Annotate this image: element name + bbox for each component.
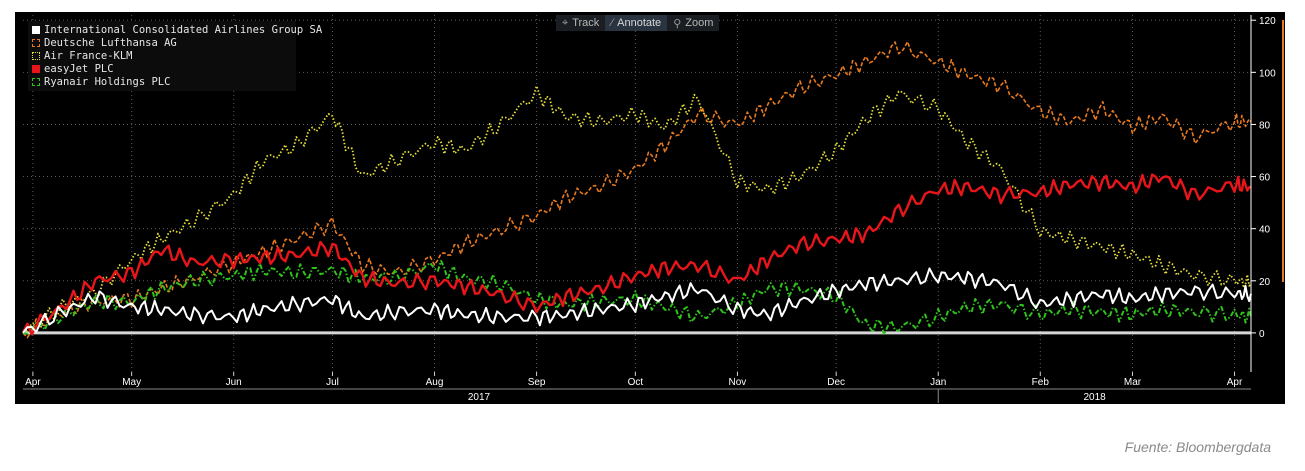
y-tick-label: 20 xyxy=(1259,277,1271,288)
zoom-button[interactable]: ⚲ Zoom xyxy=(667,15,720,31)
y-tick-label: 0 xyxy=(1259,329,1265,340)
pencil-icon: ∕ xyxy=(611,17,614,29)
track-label: Track xyxy=(572,17,600,29)
x-tick-label: Nov xyxy=(729,377,747,388)
legend-swatch xyxy=(32,25,40,34)
crosshair-icon: ⌖ xyxy=(562,16,569,29)
y-tick-label: 100 xyxy=(1259,68,1276,79)
y-tick-label: 120 xyxy=(1259,16,1276,27)
chart-toolbar: ⌖ Track ∕ Annotate ⚲ Zoom xyxy=(556,15,720,31)
legend-swatch xyxy=(32,64,40,73)
x-tick-label: Jul xyxy=(326,377,339,388)
x-tick-label: Oct xyxy=(628,377,644,388)
legend-swatch xyxy=(32,51,40,60)
x-tick-label: Apr xyxy=(1227,377,1243,388)
annotate-label: Annotate xyxy=(617,17,662,29)
legend-label: easyJet PLC xyxy=(44,62,114,75)
legend-label: Air France-KLM xyxy=(44,49,133,62)
line-chart: 0 20 40 60 80 100 120 Apr May Jun Jul Aug Sep Oct Nov D… xyxy=(21,15,1284,403)
series-line-1 xyxy=(22,267,1252,334)
x-tick-label: Jan xyxy=(930,377,946,388)
legend-label: Deutsche Lufthansa AG xyxy=(44,36,177,49)
series-line-3 xyxy=(22,85,1252,334)
chart-panel: 0 20 40 60 80 100 120 Apr May Jun Jul Aug Sep Oct Nov D… xyxy=(15,12,1285,404)
legend-item[interactable]: easyJet PLC xyxy=(32,62,292,75)
x-tick-label: Jun xyxy=(226,377,242,388)
legend-label: International Consolidated Airlines Grou… xyxy=(44,23,323,36)
x-tick-label: May xyxy=(122,377,141,388)
year-label: 2018 xyxy=(1083,392,1106,403)
y-tick-label: 40 xyxy=(1259,225,1271,236)
legend-item[interactable]: Deutsche Lufthansa AG xyxy=(32,36,292,49)
x-tick-label: Sep xyxy=(528,377,546,388)
x-tick-label: Aug xyxy=(426,377,444,388)
source-note: Fuente: Bloombergdata xyxy=(1124,439,1271,455)
series-lines xyxy=(21,40,1252,339)
legend-item[interactable]: International Consolidated Airlines Grou… xyxy=(32,23,322,36)
legend-item[interactable]: Ryanair Holdings PLC xyxy=(32,75,292,88)
legend-swatch xyxy=(32,77,40,86)
series-line-4 xyxy=(21,173,1252,336)
x-tick-label: Feb xyxy=(1032,377,1050,388)
annotate-button[interactable]: ∕ Annotate xyxy=(605,15,668,31)
y-tick-label: 60 xyxy=(1259,173,1271,184)
zoom-label: Zoom xyxy=(685,17,714,29)
x-tick-label: Mar xyxy=(1124,377,1142,388)
y-tick-label: 80 xyxy=(1259,120,1271,131)
track-button[interactable]: ⌖ Track xyxy=(556,15,606,31)
axes: 0 20 40 60 80 100 120 Apr May Jun Jul Aug Sep Oct Nov D… xyxy=(23,15,1284,403)
legend-label: Ryanair Holdings PLC xyxy=(44,75,171,88)
year-label: 2017 xyxy=(468,392,491,403)
chart-legend: International Consolidated Airlines Grou… xyxy=(28,21,322,91)
x-tick-label: Apr xyxy=(25,377,41,388)
series-line-2 xyxy=(22,40,1252,339)
magnifier-icon: ⚲ xyxy=(673,17,682,30)
series-line-5 xyxy=(22,259,1252,336)
x-tick-label: Dec xyxy=(827,377,845,388)
legend-swatch xyxy=(32,38,40,47)
legend-item[interactable]: Air France-KLM xyxy=(32,49,292,62)
